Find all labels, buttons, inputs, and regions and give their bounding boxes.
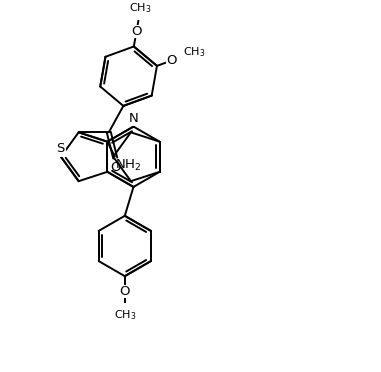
Text: O: O: [131, 25, 142, 38]
Text: N: N: [129, 112, 138, 125]
Text: S: S: [56, 142, 64, 155]
Text: N: N: [129, 112, 138, 125]
Text: O: O: [166, 54, 177, 67]
Text: O: O: [110, 161, 120, 174]
Text: O: O: [120, 285, 130, 298]
Text: CH$_3$: CH$_3$: [130, 1, 152, 15]
Text: NH$_2$: NH$_2$: [115, 158, 142, 173]
Text: S: S: [56, 142, 64, 155]
Text: CH$_3$: CH$_3$: [114, 309, 136, 323]
Text: CH$_3$: CH$_3$: [183, 45, 205, 59]
